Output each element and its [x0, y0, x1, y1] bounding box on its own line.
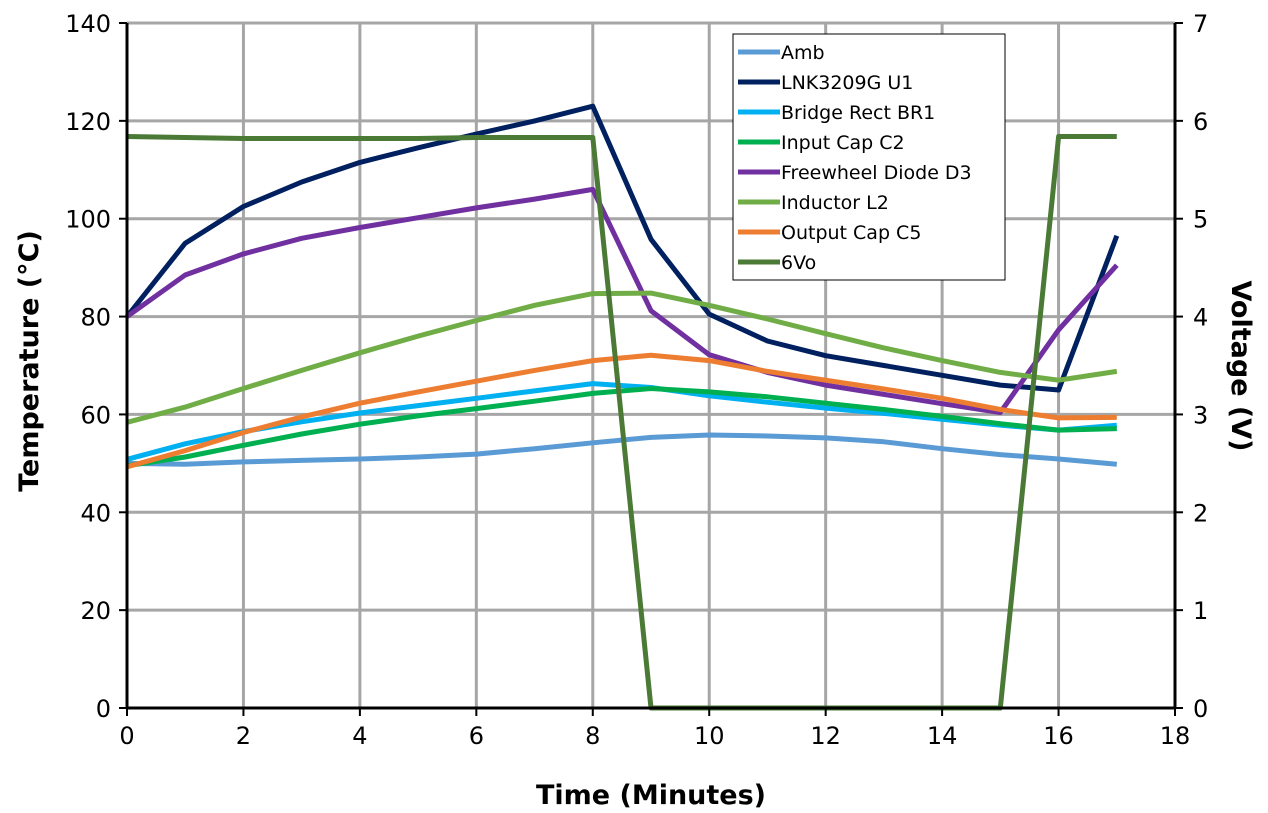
x-tick-label: 10: [694, 722, 725, 750]
series-line-3: [126, 386, 1117, 469]
x-tick-label: 16: [1043, 722, 1074, 750]
y2-tick-label: 2: [1193, 499, 1208, 527]
legend-label: Inductor L2: [781, 192, 889, 214]
y2-axis-title: Voltage (V): [1225, 281, 1256, 452]
x-tick-label: 4: [352, 722, 367, 750]
y-tick-label: 0: [96, 695, 111, 723]
tick-labels: 0 2 4 6 8 10 12 14 16 180204060801001201400123456…: [65, 10, 1208, 750]
series-line-2: [126, 381, 1118, 462]
y-tick-label: 80: [80, 304, 111, 332]
y-tick-label: 120: [65, 108, 111, 136]
y-tick-label: 100: [65, 206, 111, 234]
y2-tick-label: 3: [1193, 401, 1208, 429]
series-line-6: [126, 352, 1117, 470]
series-line-4: [125, 186, 1119, 415]
legend-label: Output Cap C5: [781, 222, 921, 244]
legend-label: Freewheel Diode D3: [781, 162, 972, 184]
x-tick-label: 2: [236, 722, 251, 750]
y-tick-label: 140: [65, 10, 111, 38]
y2-tick-label: 6: [1193, 108, 1208, 136]
legend-label: 6Vo: [781, 252, 816, 274]
axes: [119, 22, 1183, 716]
legend-label: Amb: [781, 42, 825, 64]
legend-box: [732, 33, 1006, 281]
series-line-5: [126, 290, 1118, 425]
series-line-1: [125, 103, 1120, 393]
x-tick-label: 14: [927, 722, 958, 750]
legend: Amb LNK3209G U1 Bridge Rect BR1 Input Cap C…: [732, 33, 1006, 281]
x-tick-label: 0: [119, 722, 134, 750]
x-tick-label: 18: [1160, 722, 1191, 750]
y2-tick-label: 5: [1193, 206, 1208, 234]
y-axis-title: Temperature (°C): [14, 230, 45, 492]
x-tick-label: 6: [469, 722, 484, 750]
x-axis-title: Time (Minutes): [536, 780, 766, 811]
y-tick-label: 60: [80, 401, 111, 429]
legend-label: Bridge Rect BR1: [781, 102, 935, 124]
x-tick-label: 12: [810, 722, 841, 750]
legend-label: Input Cap C2: [781, 132, 905, 154]
y2-tick-label: 4: [1193, 304, 1208, 332]
legend-label: LNK3209G U1: [781, 72, 913, 94]
y-tick-label: 40: [80, 499, 111, 527]
grid-lines: [127, 21, 1175, 708]
y2-tick-label: 7: [1193, 10, 1208, 38]
y2-tick-label: 1: [1193, 597, 1208, 625]
x-tick-label: 8: [585, 722, 600, 750]
y2-tick-label: 0: [1193, 695, 1208, 723]
y-tick-label: 20: [80, 597, 111, 625]
